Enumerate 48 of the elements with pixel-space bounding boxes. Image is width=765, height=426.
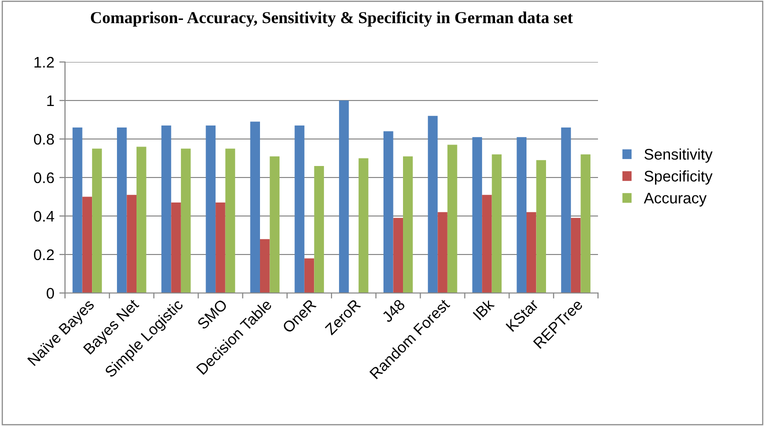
x-tick-label: IBk [472,298,495,320]
bar [580,154,590,293]
bar [180,148,191,293]
y-tick-label: 0 [46,288,54,299]
bar [383,131,394,293]
bar [526,212,536,293]
bar [438,212,448,293]
bar [570,218,581,293]
bar [482,194,492,293]
legend-label: Specificity [644,170,713,185]
y-tick-label: 0.6 [34,172,54,184]
bar [447,144,458,293]
bar [536,160,546,293]
bar [492,154,502,293]
y-tick-label: 0.4 [34,210,54,222]
bar [92,148,102,293]
y-tick-label: 0.8 [34,134,54,145]
bar [136,146,146,293]
bar [216,202,226,293]
bar [82,196,92,293]
bar [428,116,438,293]
bar [561,127,571,293]
bar [472,137,482,293]
bar [393,218,404,293]
y-tick-label: 0.2 [34,249,54,260]
bar [403,156,413,293]
bar [270,156,280,293]
chart-title: Comaprison- Accuracy, Sensitivity & Specificity in German data set [90,11,573,27]
bar [72,127,82,293]
legend-label: Accuracy [644,192,707,206]
bar [339,100,349,293]
bar [516,137,526,293]
legend-label: Sensitivity [644,148,713,163]
bar [358,158,368,293]
bar [294,126,304,293]
bar [206,126,216,293]
y-tick-label: 1.2 [34,56,54,68]
bar [314,166,324,293]
bar [126,194,137,293]
bar [171,202,181,293]
bar [161,126,172,293]
bar [225,148,236,293]
bar [260,239,270,293]
bar [116,127,127,293]
x-tick-label: J48 [381,298,406,324]
bar [250,122,260,293]
bar [304,258,314,293]
y-tick-label: 1 [47,96,54,106]
